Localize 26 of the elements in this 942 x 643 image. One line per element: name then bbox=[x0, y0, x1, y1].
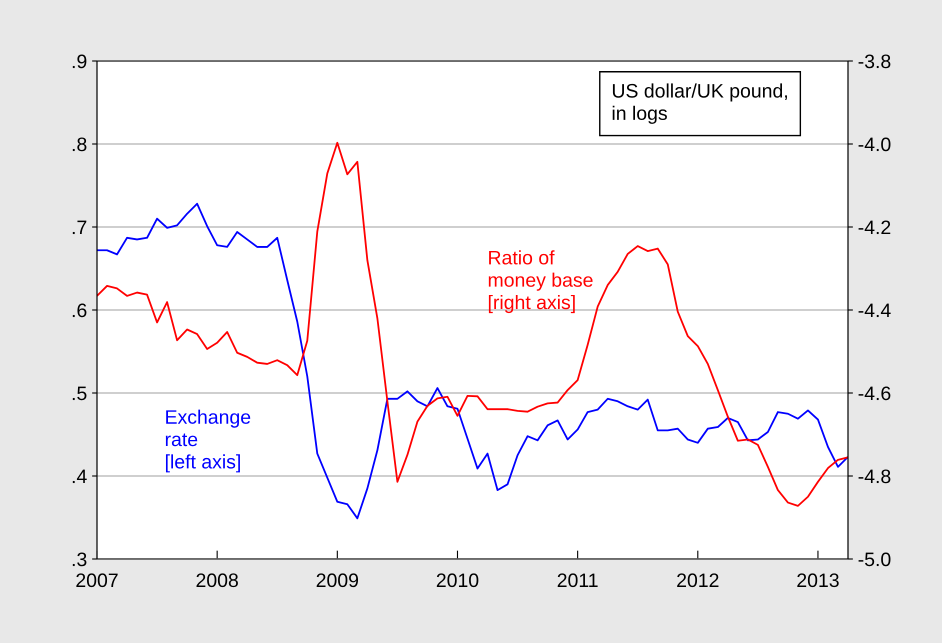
y2-tick-label: -3.8 bbox=[858, 54, 890, 68]
y-tick-label: .4 bbox=[72, 470, 87, 484]
y-tick-label: .8 bbox=[72, 137, 86, 152]
series-label: Ratio of money base [right axis] bbox=[488, 250, 593, 314]
y-tick-label: .5 bbox=[72, 386, 86, 400]
x-tick-label: 2013 bbox=[797, 573, 839, 588]
y-tick-label: .3 bbox=[72, 552, 86, 566]
y2-tick-label: -5.0 bbox=[858, 552, 890, 566]
x-tick-label: 2009 bbox=[316, 573, 358, 588]
x-tick-label: 2008 bbox=[196, 573, 238, 588]
x-tick-label: 2007 bbox=[76, 573, 118, 588]
x-tick-label: 2012 bbox=[677, 573, 718, 588]
y2-tick-label: -4.6 bbox=[858, 386, 890, 400]
y2-tick-label: -4.2 bbox=[858, 220, 890, 234]
x-tick-label: 2010 bbox=[436, 573, 478, 588]
y2-tick-label: -4.0 bbox=[858, 137, 890, 152]
y2-tick-label: -4.8 bbox=[858, 469, 890, 484]
x-tick-label: 2011 bbox=[558, 573, 598, 588]
text: Exchange rate [left axis] bbox=[166, 410, 250, 472]
line-series bbox=[97, 202, 848, 520]
y-tick-label: .7 bbox=[72, 220, 86, 234]
annotation: US dollar/UK pound, in logs bbox=[612, 83, 787, 124]
y-tick-label: .6 bbox=[72, 303, 86, 318]
y-tick-label: .9 bbox=[72, 54, 86, 68]
line-series bbox=[97, 142, 848, 507]
y2-tick-label: -4.4 bbox=[858, 304, 891, 318]
